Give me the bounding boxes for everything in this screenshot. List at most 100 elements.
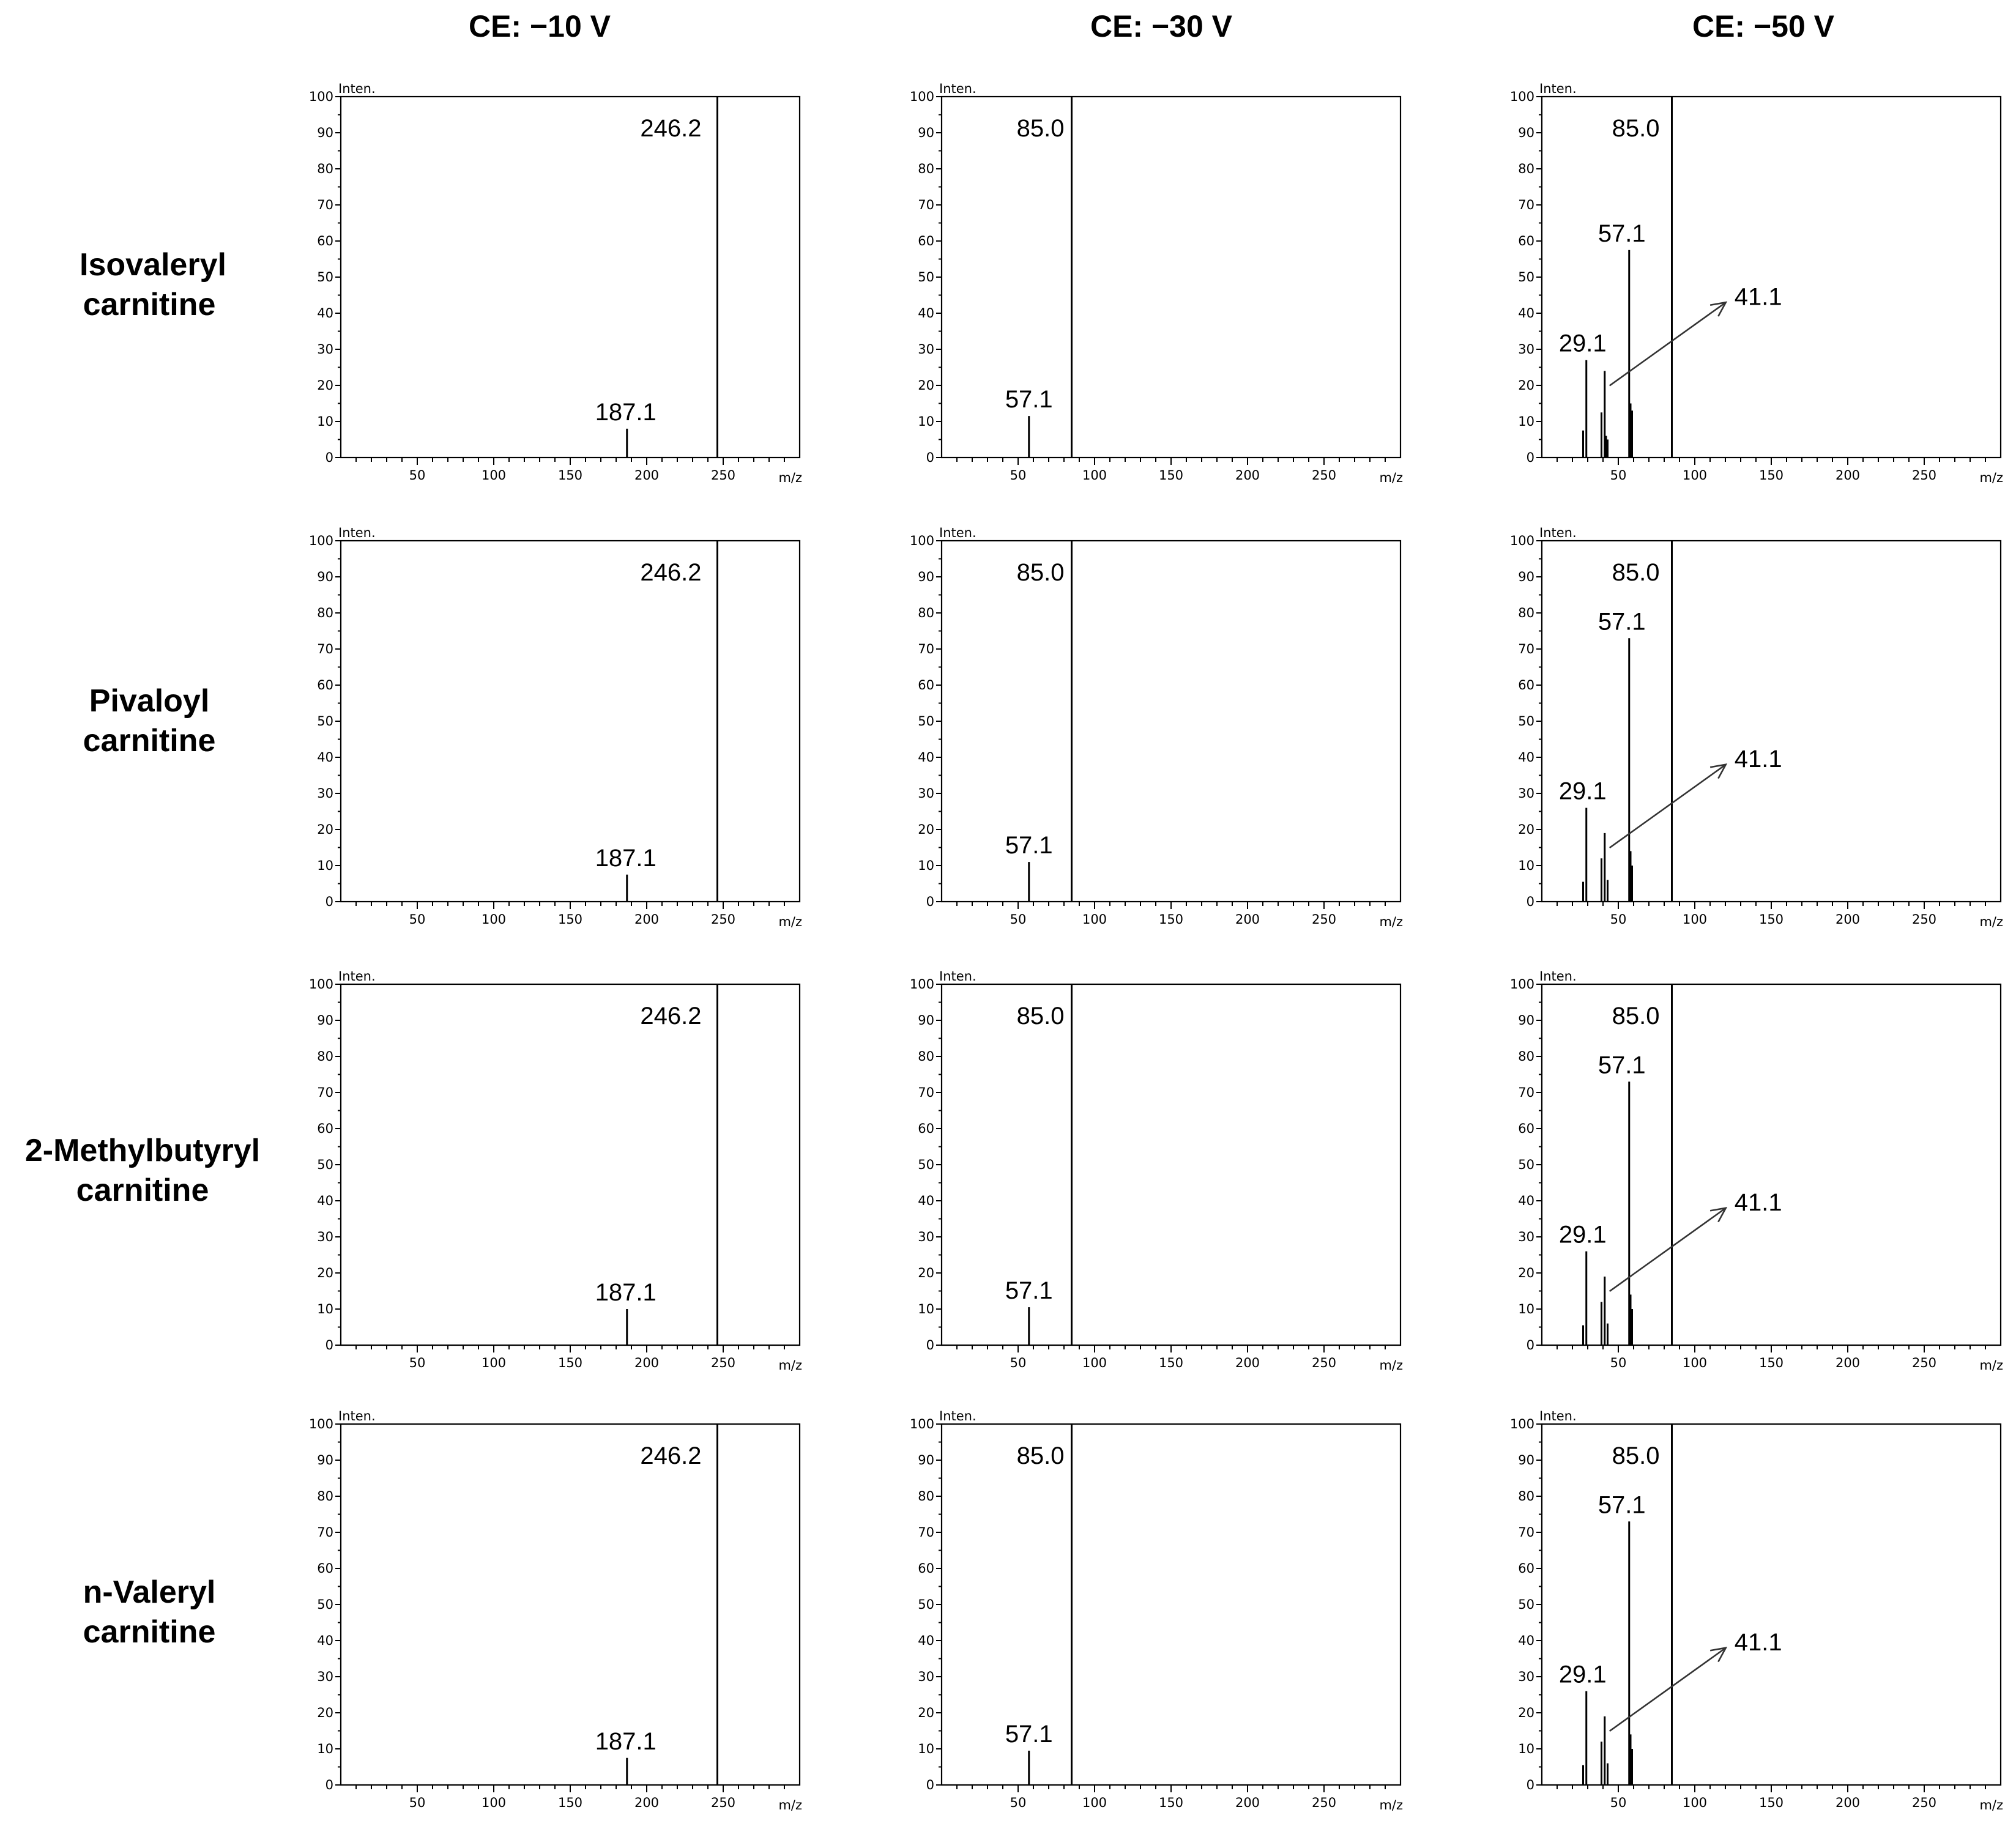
- y-tick-label: 90: [918, 1013, 934, 1028]
- x-tick-label: 50: [1010, 1356, 1027, 1370]
- y-tick-label: 30: [1518, 786, 1534, 801]
- y-axis-label: Inten.: [939, 969, 976, 984]
- row-title-isovaleryl-line1: Isovaleryl: [80, 247, 226, 283]
- x-tick-label: 150: [1159, 1356, 1183, 1370]
- x-tick-label: 50: [409, 468, 426, 483]
- y-axis-label: Inten.: [1539, 1409, 1577, 1423]
- y-tick-label: 70: [317, 642, 333, 656]
- y-tick-label: 0: [926, 894, 934, 909]
- y-tick-label: 80: [918, 1049, 934, 1064]
- y-tick-label: 70: [918, 1085, 934, 1100]
- peak-label: 29.1: [1559, 778, 1607, 805]
- x-tick-label: 50: [409, 1795, 426, 1810]
- y-tick-label: 80: [1518, 1489, 1534, 1504]
- y-tick-label: 100: [1510, 977, 1534, 992]
- x-tick-label: 100: [1683, 468, 1707, 483]
- spectrum-panel: 0 10 20 30 40 50 60 70 80 90 100 50 100 150 200 250 Inte…: [910, 81, 1403, 485]
- x-tick-label: 150: [558, 1795, 582, 1810]
- x-tick-label: 150: [1759, 1356, 1784, 1370]
- column-title-ce-30: CE: −30 V: [1090, 9, 1233, 43]
- y-tick-label: 90: [918, 1453, 934, 1467]
- spectrum-panel: 0 10 20 30 40 50 60 70 80 90 100 50 100 150 200 250 Inte…: [910, 1409, 1403, 1812]
- y-tick-label: 60: [1518, 1121, 1534, 1136]
- row-title-2-methylbutyryl-line2: carnitine: [76, 1173, 209, 1208]
- x-tick-label: 150: [558, 912, 582, 927]
- row-title-n-valeryl-line2: carnitine: [83, 1614, 216, 1650]
- y-tick-label: 70: [918, 198, 934, 212]
- y-tick-label: 50: [918, 1157, 934, 1172]
- y-axis-label: Inten.: [338, 81, 376, 96]
- x-tick-label: 150: [1759, 1795, 1784, 1810]
- x-tick-label: 250: [1912, 1795, 1936, 1810]
- y-tick-label: 10: [1518, 414, 1534, 429]
- y-tick-label: 50: [317, 1157, 333, 1172]
- x-tick-label: 200: [1836, 1795, 1860, 1810]
- x-tick-label: 100: [1082, 1356, 1107, 1370]
- x-tick-label: 250: [711, 912, 735, 927]
- peak-label: 29.1: [1559, 1661, 1607, 1688]
- y-tick-label: 80: [918, 1489, 934, 1504]
- y-tick-label: 30: [317, 1669, 333, 1684]
- peak-label: 246.2: [640, 1003, 701, 1030]
- peak-label: 246.2: [640, 1442, 701, 1469]
- x-tick-label: 200: [634, 1795, 659, 1810]
- y-tick-label: 0: [1527, 894, 1534, 909]
- y-tick-label: 20: [317, 1705, 333, 1720]
- y-axis-label: Inten.: [939, 525, 976, 540]
- y-tick-label: 30: [1518, 342, 1534, 357]
- spectrum-panel: 0 10 20 30 40 50 60 70 80 90 100 50 100 150 200 250 Inte…: [1510, 1409, 2003, 1812]
- y-tick-label: 0: [926, 1338, 934, 1352]
- y-tick-label: 40: [1518, 306, 1534, 321]
- x-tick-label: 200: [634, 1356, 659, 1370]
- x-tick-label: 50: [1010, 468, 1027, 483]
- y-tick-label: 80: [918, 161, 934, 176]
- y-tick-label: 80: [1518, 161, 1534, 176]
- y-tick-label: 40: [317, 306, 333, 321]
- annotation-arrowhead: [1709, 1647, 1728, 1663]
- x-tick-label: 150: [1159, 468, 1183, 483]
- y-tick-label: 50: [317, 714, 333, 729]
- y-tick-label: 90: [918, 125, 934, 140]
- y-tick-label: 20: [1518, 1705, 1534, 1720]
- peak-label: 85.0: [1612, 1003, 1660, 1030]
- annotation-arrow: [1609, 1647, 1727, 1732]
- x-tick-label: 100: [1683, 912, 1707, 927]
- y-tick-label: 30: [317, 342, 333, 357]
- annotation-arrowhead: [1709, 301, 1728, 317]
- y-tick-label: 0: [926, 1778, 934, 1792]
- spectrum-panel: 0 10 20 30 40 50 60 70 80 90 100 50 100 150 200 250 Inte…: [910, 969, 1403, 1373]
- y-tick-label: 70: [918, 1525, 934, 1540]
- peak-label: 246.2: [640, 559, 701, 586]
- annotation-arrow: [1609, 1207, 1727, 1292]
- y-axis-label: Inten.: [939, 81, 976, 96]
- x-tick-label: 100: [482, 1795, 506, 1810]
- peak-label: 187.1: [595, 399, 657, 426]
- y-tick-label: 20: [918, 378, 934, 393]
- y-tick-label: 10: [317, 414, 333, 429]
- x-axis-label: m/z: [778, 470, 802, 485]
- x-axis-label: m/z: [778, 914, 802, 929]
- x-tick-label: 250: [1312, 1795, 1336, 1810]
- y-axis-label: Inten.: [338, 969, 376, 984]
- y-tick-label: 50: [317, 1597, 333, 1612]
- x-axis-label: m/z: [1979, 1358, 2003, 1373]
- x-tick-label: 200: [1235, 1356, 1260, 1370]
- y-tick-label: 20: [918, 1705, 934, 1720]
- peak-label: 85.0: [1612, 559, 1660, 586]
- y-tick-label: 70: [918, 642, 934, 656]
- x-tick-label: 100: [1683, 1356, 1707, 1370]
- y-axis-label: Inten.: [338, 525, 376, 540]
- peak-label: 57.1: [1598, 220, 1646, 247]
- peak-label: 187.1: [595, 1279, 657, 1306]
- x-tick-label: 100: [482, 912, 506, 927]
- y-tick-label: 80: [1518, 606, 1534, 620]
- y-tick-label: 90: [918, 569, 934, 584]
- spectrum-panel: 0 10 20 30 40 50 60 70 80 90 100 50 100 150 200 250 Inte…: [309, 81, 802, 485]
- y-tick-label: 20: [1518, 822, 1534, 837]
- y-tick-label: 90: [317, 569, 333, 584]
- y-axis-label: Inten.: [1539, 969, 1577, 984]
- y-tick-label: 30: [918, 342, 934, 357]
- y-tick-label: 60: [918, 1561, 934, 1576]
